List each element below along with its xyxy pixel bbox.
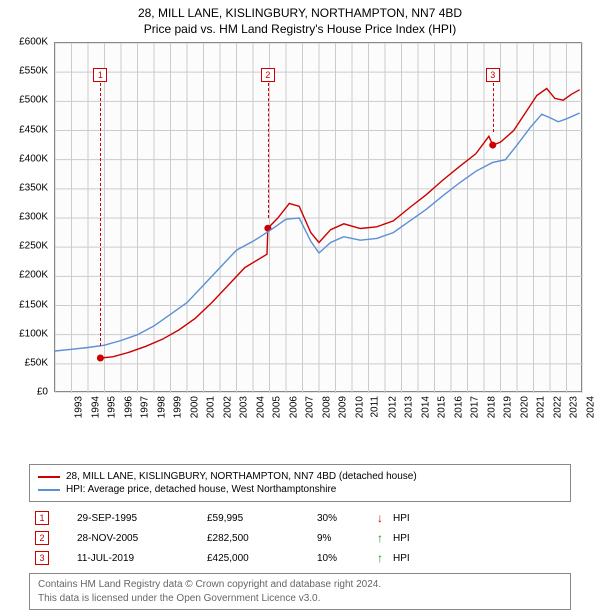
sale-row-2: 2 28-NOV-2005£282,5009%↑HPI xyxy=(29,528,571,548)
sale-date: 11-JUL-2019 xyxy=(77,553,207,564)
legend-label: HPI: Average price, detached house, West… xyxy=(66,484,336,495)
sale-marker-line-2 xyxy=(268,83,269,218)
sales-table: 129-SEP-1995£59,99530%↓HPI228-NOV-2005£2… xyxy=(29,508,571,568)
y-tick-label: £100K xyxy=(8,328,48,339)
x-tick-label: 1995 xyxy=(106,396,117,418)
y-tick-label: £300K xyxy=(8,212,48,223)
x-tick-label: 2016 xyxy=(453,396,464,418)
x-tick-label: 2012 xyxy=(387,396,398,418)
legend-row-1: HPI: Average price, detached house, West… xyxy=(38,483,562,496)
x-tick-label: 2009 xyxy=(337,396,348,418)
y-tick-label: £400K xyxy=(8,153,48,164)
title-subtitle: Price paid vs. HM Land Registry's House … xyxy=(0,22,600,36)
x-tick-label: 2022 xyxy=(552,396,563,418)
attribution-footer: Contains HM Land Registry data © Crown c… xyxy=(29,573,571,610)
x-tick-label: 2013 xyxy=(403,396,414,418)
sale-hpi-label: HPI xyxy=(393,533,433,544)
sale-hpi-label: HPI xyxy=(393,553,433,564)
x-tick-label: 2020 xyxy=(519,396,530,418)
x-tick-label: 2000 xyxy=(189,396,200,418)
x-tick-label: 2004 xyxy=(255,396,266,418)
sale-date: 28-NOV-2005 xyxy=(77,533,207,544)
y-tick-label: £200K xyxy=(8,270,48,281)
y-tick-label: £600K xyxy=(8,37,48,48)
x-tick-label: 2003 xyxy=(238,396,249,418)
sale-marker-box-2: 2 xyxy=(261,68,275,82)
arrow-up-icon: ↑ xyxy=(377,531,393,545)
sale-price: £425,000 xyxy=(207,553,317,564)
sale-pct: 9% xyxy=(317,533,377,544)
sale-pct: 30% xyxy=(317,513,377,524)
sale-marker-box-3: 3 xyxy=(486,68,500,82)
plot-area: 1 2 3 xyxy=(54,42,582,392)
y-tick-label: £450K xyxy=(8,124,48,135)
y-tick-label: £550K xyxy=(8,66,48,77)
x-tick-label: 1994 xyxy=(90,396,101,418)
x-tick-label: 2018 xyxy=(486,396,497,418)
x-tick-label: 2015 xyxy=(436,396,447,418)
footer-line1: Contains HM Land Registry data © Crown c… xyxy=(38,578,562,592)
x-tick-label: 1993 xyxy=(73,396,84,418)
footer-line2: This data is licensed under the Open Gov… xyxy=(38,592,562,606)
legend-swatch xyxy=(38,476,60,478)
x-tick-label: 2021 xyxy=(535,396,546,418)
y-tick-label: £0 xyxy=(8,387,48,398)
sale-price: £282,500 xyxy=(207,533,317,544)
sale-row-marker: 2 xyxy=(35,531,49,545)
arrow-down-icon: ↓ xyxy=(377,511,393,525)
x-tick-label: 1996 xyxy=(123,396,134,418)
legend: 28, MILL LANE, KISLINGBURY, NORTHAMPTON,… xyxy=(29,464,571,502)
x-tick-label: 2011 xyxy=(370,396,381,418)
sale-date: 29-SEP-1995 xyxy=(77,513,207,524)
x-tick-label: 2014 xyxy=(420,396,431,418)
x-tick-label: 2006 xyxy=(288,396,299,418)
y-tick-label: £350K xyxy=(8,182,48,193)
y-tick-label: £150K xyxy=(8,299,48,310)
sale-pct: 10% xyxy=(317,553,377,564)
sale-marker-line-1 xyxy=(100,83,101,347)
chart-container: 28, MILL LANE, KISLINGBURY, NORTHAMPTON,… xyxy=(0,0,600,590)
x-tick-label: 2019 xyxy=(502,396,513,418)
legend-row-0: 28, MILL LANE, KISLINGBURY, NORTHAMPTON,… xyxy=(38,470,562,483)
x-tick-label: 2023 xyxy=(568,396,579,418)
legend-swatch xyxy=(38,489,60,491)
sale-row-marker: 3 xyxy=(35,551,49,565)
x-tick-label: 1999 xyxy=(172,396,183,418)
sale-marker-line-3 xyxy=(493,83,494,132)
chart-area: 1 2 3 £0 £50K £100K £150K £200K £250K £300K £350K… xyxy=(10,42,590,432)
sale-price: £59,995 xyxy=(207,513,317,524)
x-tick-label: 2002 xyxy=(222,396,233,418)
sale-hpi-label: HPI xyxy=(393,513,433,524)
y-tick-label: £500K xyxy=(8,95,48,106)
x-tick-label: 2007 xyxy=(304,396,315,418)
x-tick-label: 2001 xyxy=(205,396,216,418)
title-block: 28, MILL LANE, KISLINGBURY, NORTHAMPTON,… xyxy=(0,0,600,38)
x-tick-label: 2017 xyxy=(469,396,480,418)
x-tick-label: 1997 xyxy=(139,396,150,418)
x-tick-label: 1998 xyxy=(156,396,167,418)
sale-marker-box-1: 1 xyxy=(93,68,107,82)
y-tick-label: £50K xyxy=(8,357,48,368)
x-tick-label: 2008 xyxy=(321,396,332,418)
plot-svg xyxy=(55,43,583,393)
title-address: 28, MILL LANE, KISLINGBURY, NORTHAMPTON,… xyxy=(0,6,600,20)
arrow-up-icon: ↑ xyxy=(377,551,393,565)
y-tick-label: £250K xyxy=(8,241,48,252)
sale-row-1: 1 29-SEP-1995£59,99530%↓HPI xyxy=(29,508,571,528)
x-tick-label: 2010 xyxy=(354,396,365,418)
x-tick-label: 2005 xyxy=(271,396,282,418)
legend-label: 28, MILL LANE, KISLINGBURY, NORTHAMPTON,… xyxy=(66,471,417,482)
sale-row-3: 3 11-JUL-2019£425,00010%↑HPI xyxy=(29,548,571,568)
sale-row-marker: 1 xyxy=(35,511,49,525)
x-tick-label: 2024 xyxy=(585,396,596,418)
